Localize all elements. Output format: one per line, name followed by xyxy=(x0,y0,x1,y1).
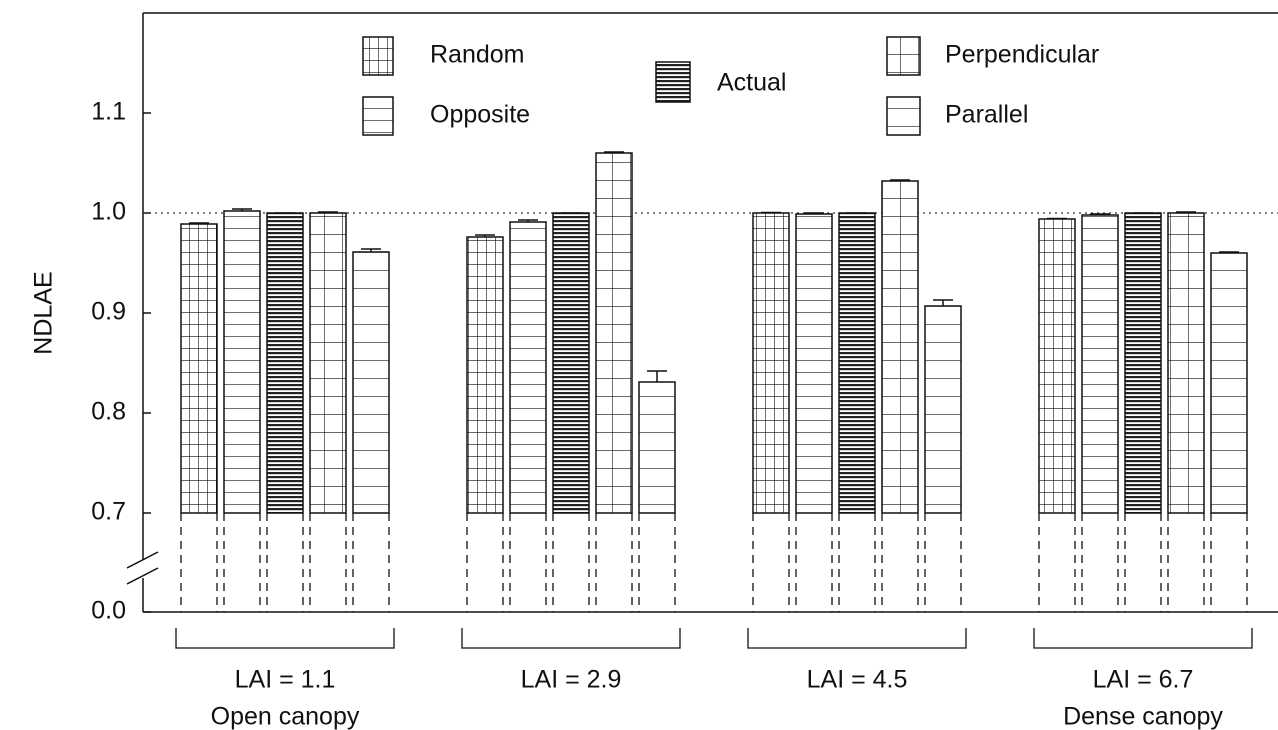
axis-break xyxy=(126,551,159,569)
legend-label: Opposite xyxy=(430,101,530,129)
y-tick-label: 1.0 xyxy=(91,198,126,226)
bar xyxy=(752,212,790,514)
bar xyxy=(795,213,833,514)
bar xyxy=(1038,218,1076,514)
bar xyxy=(1167,212,1205,514)
error-bar xyxy=(1090,213,1110,215)
group-bracket xyxy=(461,628,681,649)
error-bar xyxy=(761,211,781,214)
legend-swatch xyxy=(362,96,394,136)
legend-swatch xyxy=(655,61,691,103)
bar xyxy=(552,212,590,514)
bar xyxy=(352,251,390,514)
bar xyxy=(223,210,261,514)
legend-swatch xyxy=(886,96,921,136)
x-tick-note: Dense canopy xyxy=(1063,703,1223,730)
x-tick-label: LAI = 4.5 xyxy=(807,666,908,694)
y-tick-label: 0.0 xyxy=(91,597,126,625)
error-bar xyxy=(475,234,495,237)
y-axis-label: NDLAE xyxy=(30,271,58,354)
legend-label: Perpendicular xyxy=(945,41,1099,69)
bar xyxy=(638,381,676,514)
error-bar xyxy=(1047,217,1067,220)
x-tick-note: Open canopy xyxy=(211,703,360,730)
legend-label: Actual xyxy=(717,69,786,97)
legend-label: Random xyxy=(430,41,525,69)
error-bar xyxy=(318,211,338,213)
y-tick-label: 1.1 xyxy=(91,98,126,126)
error-bar xyxy=(804,212,824,214)
y-tick-label: 0.7 xyxy=(91,498,126,526)
bar xyxy=(881,180,919,514)
legend-swatch xyxy=(362,36,394,76)
bar xyxy=(509,221,547,514)
bar xyxy=(924,305,962,514)
bar xyxy=(1210,252,1248,514)
group-bracket xyxy=(1033,628,1253,649)
bar xyxy=(309,212,347,514)
error-bar xyxy=(1219,251,1239,253)
bar xyxy=(595,152,633,514)
y-tick-label: 0.8 xyxy=(91,398,126,426)
error-bar xyxy=(232,208,252,211)
x-tick-label: LAI = 2.9 xyxy=(521,666,622,694)
error-bar xyxy=(890,179,910,181)
group-bracket xyxy=(747,628,967,649)
legend-label: Parallel xyxy=(945,101,1028,129)
x-tick-label: LAI = 6.7 xyxy=(1093,666,1194,694)
bar xyxy=(266,212,304,514)
error-bar xyxy=(647,370,667,382)
bar xyxy=(838,212,876,514)
error-bar xyxy=(518,219,538,222)
axis-break xyxy=(126,567,159,585)
y-tick-label: 0.9 xyxy=(91,298,126,326)
x-tick-label: LAI = 1.1 xyxy=(235,666,336,694)
error-bar xyxy=(1176,211,1196,213)
group-bracket xyxy=(175,628,395,649)
error-bar xyxy=(933,299,953,306)
bar xyxy=(1081,214,1119,514)
legend-swatch xyxy=(886,36,921,76)
error-bar xyxy=(189,222,209,224)
bar xyxy=(180,223,218,514)
error-bar xyxy=(604,151,624,153)
bar xyxy=(1124,212,1162,514)
bar xyxy=(466,236,504,514)
error-bar xyxy=(361,248,381,252)
